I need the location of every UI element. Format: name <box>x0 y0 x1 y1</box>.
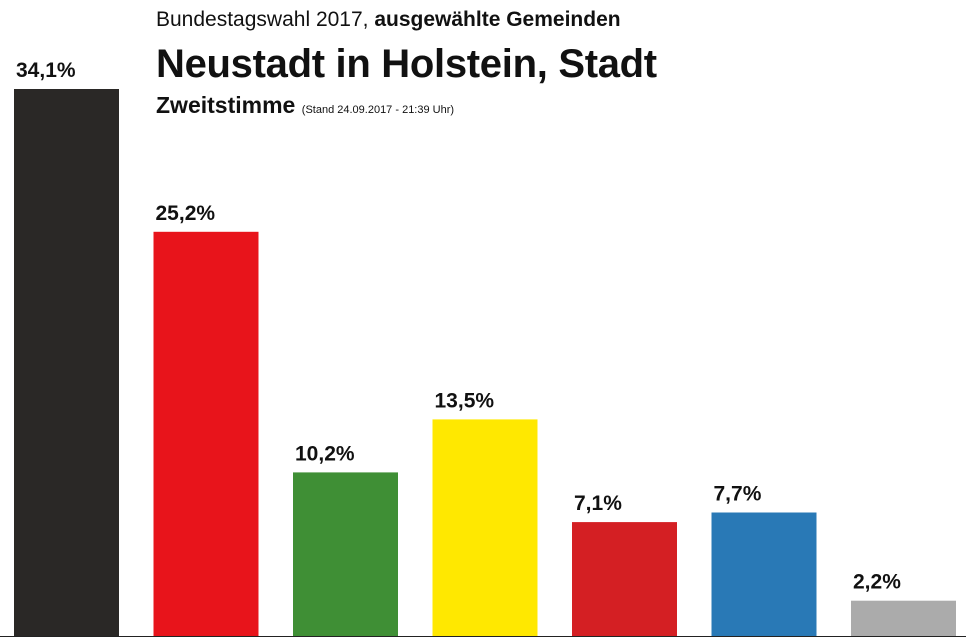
bar-3 <box>432 419 538 636</box>
chart-supertitle: Bundestagswahl 2017, ausgewählte Gemeind… <box>156 6 956 34</box>
bar-value-label-4: 7,1% <box>574 492 622 515</box>
chart-title: Neustadt in Holstein, Stadt <box>156 42 657 86</box>
bar-value-label-2: 10,2% <box>295 442 355 465</box>
bar-value-label-3: 13,5% <box>435 389 495 412</box>
subtitle-timestamp: (Stand 24.09.2017 - 21:39 Uhr) <box>301 104 455 116</box>
bar-0 <box>14 89 119 636</box>
bar-value-label-6: 2,2% <box>853 571 901 594</box>
subtitle-main: Zweitstimme <box>156 92 296 118</box>
chart-subtitle: Zweitstimme (Stand 24.09.2017 - 21:39 Uh… <box>156 92 956 119</box>
bar-6 <box>851 600 956 636</box>
supertitle-bold: ausgewählte Gemeinden <box>374 8 621 31</box>
bar-4 <box>572 522 677 636</box>
bar-5 <box>711 512 817 636</box>
bar-1 <box>153 231 259 637</box>
bar-value-label-0: 34,1% <box>16 59 76 82</box>
bar-2 <box>293 472 398 636</box>
chart-header: Bundestagswahl 2017, ausgewählte Gemeind… <box>156 6 956 119</box>
supertitle-plain: Bundestagswahl 2017, <box>156 8 369 31</box>
bar-value-label-5: 7,7% <box>714 483 762 506</box>
bar-value-label-1: 25,2% <box>156 202 216 225</box>
